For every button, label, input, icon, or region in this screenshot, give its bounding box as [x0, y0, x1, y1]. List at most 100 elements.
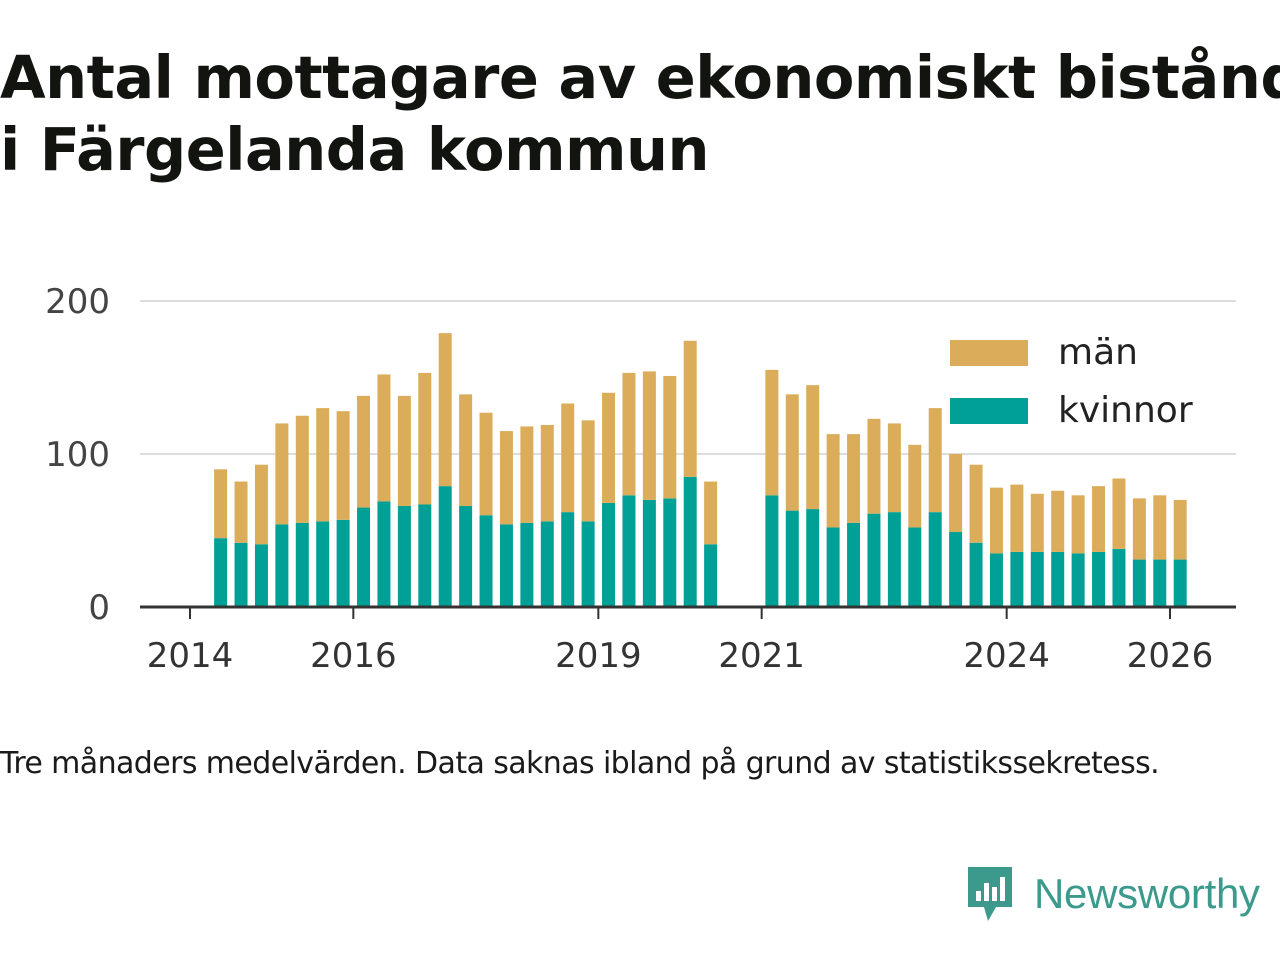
bar-man — [683, 340, 697, 477]
bar-kvinnor — [989, 553, 1003, 607]
bar-kvinnor — [336, 519, 350, 607]
bar-kvinnor — [1071, 553, 1085, 607]
bar-man — [479, 412, 493, 516]
bar-man — [357, 395, 371, 508]
bar-kvinnor — [704, 544, 718, 607]
bar-kvinnor — [806, 509, 820, 607]
bar-man — [704, 481, 718, 545]
bar-man — [1030, 493, 1044, 552]
bar-kvinnor — [316, 521, 330, 607]
bar-man — [438, 333, 452, 487]
bar-kvinnor — [1112, 548, 1126, 607]
bar-man — [826, 434, 840, 528]
bar-man — [867, 418, 881, 514]
bar-kvinnor — [622, 495, 636, 607]
bars — [214, 333, 1187, 607]
bar-kvinnor — [397, 506, 411, 607]
x-tick-label: 2019 — [555, 636, 642, 676]
bar-man — [989, 487, 1003, 554]
bar-man — [561, 403, 575, 513]
bar-kvinnor — [561, 512, 575, 607]
bar-kvinnor — [1173, 559, 1187, 607]
bar-kvinnor — [683, 476, 697, 607]
bar-man — [602, 392, 616, 503]
bar-kvinnor — [642, 499, 656, 607]
bar-kvinnor — [499, 524, 513, 607]
bar-man — [1071, 495, 1085, 554]
bar-kvinnor — [969, 542, 983, 607]
bar-man — [1173, 499, 1187, 560]
bar-kvinnor — [275, 524, 289, 607]
bar-kvinnor — [234, 542, 248, 607]
bar-man — [1051, 490, 1065, 552]
bar-kvinnor — [1153, 559, 1167, 607]
newsworthy-logo-icon — [968, 867, 1012, 921]
bar-man — [622, 372, 636, 496]
bar-kvinnor — [520, 522, 534, 607]
x-axis: 2014 2016 2019 2021 2024 2026 — [140, 605, 1236, 676]
bar-kvinnor — [1051, 551, 1065, 607]
x-tick-label: 2014 — [147, 636, 234, 676]
x-tick-label: 2021 — [718, 636, 805, 676]
bar-kvinnor — [295, 522, 309, 607]
bar-man — [1153, 495, 1167, 560]
bar-man — [234, 481, 248, 543]
bar-man — [316, 408, 330, 522]
bar-kvinnor — [479, 515, 493, 607]
bar-man — [397, 395, 411, 507]
bar-man — [459, 394, 473, 507]
chart-caption: Tre månaders medelvärden. Data saknas ib… — [0, 746, 1160, 781]
bar-man — [642, 371, 656, 500]
legend-label-kvinnor: kvinnor — [1058, 390, 1193, 431]
bar-kvinnor — [214, 538, 228, 607]
bar-man — [254, 464, 268, 545]
bar-man — [663, 375, 677, 499]
bar-kvinnor — [765, 495, 779, 607]
bar-man — [581, 420, 595, 522]
legend-swatch-man — [950, 340, 1028, 366]
stacked-bar-chart: 0 100 200 2014 2016 2019 2021 2024 2026 män kvin… — [45, 282, 1236, 676]
bar-man — [214, 469, 228, 539]
y-tick-label: 0 — [88, 588, 110, 628]
bar-kvinnor — [847, 522, 861, 607]
x-tick-label: 2024 — [963, 636, 1050, 676]
bar-kvinnor — [540, 521, 554, 607]
bar-man — [336, 411, 350, 520]
bar-kvinnor — [826, 527, 840, 607]
x-tick-label: 2016 — [310, 636, 397, 676]
bar-man — [785, 394, 799, 511]
brand-name: Newsworthy — [1034, 870, 1260, 917]
bar-kvinnor — [254, 544, 268, 607]
bar-man — [540, 424, 554, 522]
bar-man — [377, 374, 391, 502]
bar-man — [520, 426, 534, 523]
bar-kvinnor — [928, 512, 942, 607]
legend: män kvinnor — [950, 332, 1193, 431]
bar-man — [806, 385, 820, 510]
chart-title: Antal mottagare av ekonomiskt bistånd i … — [0, 42, 1280, 186]
bar-man — [887, 423, 901, 513]
chart-title-line-1: Antal mottagare av ekonomiskt bistånd — [0, 43, 1280, 112]
y-tick-label: 200 — [45, 282, 110, 322]
bar-man — [949, 454, 963, 533]
bar-kvinnor — [438, 486, 452, 607]
bar-man — [908, 444, 922, 528]
chart-title-line-2: i Färgelanda kommun — [0, 115, 710, 184]
bar-man — [1010, 484, 1024, 552]
bar-kvinnor — [867, 513, 881, 607]
bar-kvinnor — [581, 521, 595, 607]
x-tick-label: 2026 — [1127, 636, 1214, 676]
bar-kvinnor — [949, 532, 963, 607]
bar-kvinnor — [908, 527, 922, 607]
bar-man — [1132, 498, 1146, 560]
bar-man — [969, 464, 983, 543]
bar-kvinnor — [418, 504, 432, 607]
bar-kvinnor — [602, 502, 616, 607]
bar-man — [1092, 486, 1106, 552]
bar-kvinnor — [1030, 551, 1044, 607]
bar-kvinnor — [1132, 559, 1146, 607]
y-tick-label: 100 — [45, 435, 110, 475]
bar-kvinnor — [663, 498, 677, 607]
bar-man — [499, 431, 513, 525]
bar-kvinnor — [377, 501, 391, 607]
